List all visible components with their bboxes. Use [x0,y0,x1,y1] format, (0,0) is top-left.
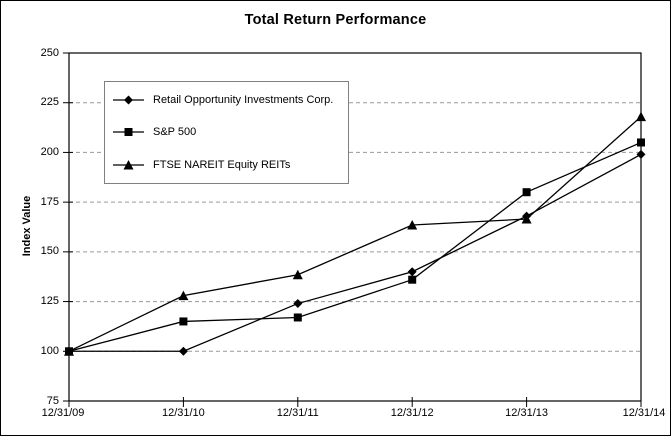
y-tick-label: 100 [40,344,59,357]
triangle-marker [178,290,189,301]
chart-title: Total Return Performance [244,12,427,28]
diamond-marker [293,299,303,309]
diamond-marker [178,346,188,356]
y-tick-label: 225 [40,96,59,109]
triangle-marker [292,269,303,280]
legend-label-sp500: S&P 500 [153,126,197,139]
diamond-marker [407,267,417,277]
y-tick-label: 125 [40,295,59,308]
x-tick-label: 12/31/10 [161,407,205,419]
diamond-marker [636,149,646,159]
plot-border [68,52,642,402]
square-marker [293,313,302,322]
y-tick-label: 150 [40,245,59,258]
legend: Retail Opportunity Investments Corp. S&P… [104,81,349,184]
triangle-marker [407,220,418,230]
legend-label-roic: Retail Opportunity Investments Corp. [153,94,334,107]
y-tick-label: 75 [46,394,59,407]
square-marker [637,138,645,147]
triangle-marker [521,214,532,224]
y-tick-label: 250 [40,46,59,59]
x-tick-label: 12/31/12 [390,407,434,419]
triangle-marker-icon [113,159,144,170]
x-tick-label: 12/31/09 [41,407,85,419]
x-tick-label: 12/31/11 [276,407,319,419]
y-tick-label: 200 [40,145,59,158]
legend-row-nareit: FTSE NAREIT Equity REITs [113,159,348,171]
legend-row-sp500: S&P 500 [113,126,348,138]
triangle-marker [64,346,74,356]
square-marker-icon [113,128,144,137]
square-marker [522,188,531,197]
legend-label-nareit: FTSE NAREIT Equity REITs [153,158,291,171]
series-line-diamond [69,153,642,352]
diamond-marker-icon [113,95,144,105]
series-line-square [68,141,642,352]
square-marker [179,317,188,326]
series-line-triangle [68,116,642,352]
triangle-marker [636,111,646,122]
y-tick-label: 175 [40,195,59,208]
legend-row-roic: Retail Opportunity Investments Corp. [113,94,348,106]
x-tick-label: 12/31/13 [505,407,548,419]
square-marker [408,275,417,284]
x-tick-label: 12/31/14 [622,407,666,419]
